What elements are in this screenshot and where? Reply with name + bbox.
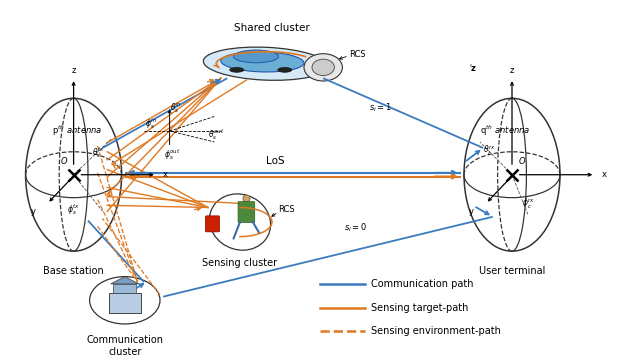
Text: Communication path: Communication path bbox=[371, 279, 474, 289]
Text: RCS: RCS bbox=[349, 50, 365, 59]
Polygon shape bbox=[111, 277, 139, 284]
Text: $\mathrm{q}^{th}$ antenna: $\mathrm{q}^{th}$ antenna bbox=[481, 124, 531, 138]
Text: z: z bbox=[72, 66, 76, 75]
FancyBboxPatch shape bbox=[205, 216, 220, 232]
Text: Shared cluster: Shared cluster bbox=[234, 23, 310, 33]
Text: Sensing target-path: Sensing target-path bbox=[371, 302, 468, 313]
Text: $\mathrm{p}^{th}$ antenna: $\mathrm{p}^{th}$ antenna bbox=[52, 124, 102, 138]
FancyBboxPatch shape bbox=[113, 284, 136, 293]
Text: $\phi_s^{in}$: $\phi_s^{in}$ bbox=[145, 116, 157, 131]
Ellipse shape bbox=[278, 68, 292, 72]
Text: $O$: $O$ bbox=[60, 155, 68, 166]
FancyBboxPatch shape bbox=[238, 202, 255, 222]
Text: $O$: $O$ bbox=[518, 155, 527, 166]
Text: $s_i = 0$: $s_i = 0$ bbox=[344, 221, 367, 234]
Text: x: x bbox=[163, 170, 168, 179]
Text: $\mathbf{'z}$: $\mathbf{'z}$ bbox=[469, 62, 478, 73]
Text: User terminal: User terminal bbox=[479, 266, 545, 276]
Text: Communication
cluster: Communication cluster bbox=[86, 335, 163, 357]
Text: RCS: RCS bbox=[278, 205, 295, 214]
Ellipse shape bbox=[312, 59, 334, 76]
Text: LoS: LoS bbox=[266, 156, 285, 166]
Text: x: x bbox=[602, 170, 607, 179]
Text: z: z bbox=[510, 66, 514, 75]
Text: Base station: Base station bbox=[44, 266, 104, 276]
Text: $\theta_s^{tx}$: $\theta_s^{tx}$ bbox=[92, 146, 104, 160]
Ellipse shape bbox=[204, 47, 328, 80]
Text: Sensing environment-path: Sensing environment-path bbox=[371, 326, 501, 336]
Text: $\theta_c^{rx}$: $\theta_c^{rx}$ bbox=[483, 144, 496, 158]
Ellipse shape bbox=[230, 68, 244, 72]
Text: y: y bbox=[31, 207, 36, 217]
Ellipse shape bbox=[234, 50, 278, 63]
Text: $\phi_s^{out}$: $\phi_s^{out}$ bbox=[164, 147, 181, 162]
Text: $\theta_s^{in}$: $\theta_s^{in}$ bbox=[170, 100, 182, 115]
Text: Sensing cluster: Sensing cluster bbox=[202, 258, 278, 268]
Text: $\phi_c^{rx}$: $\phi_c^{rx}$ bbox=[522, 197, 535, 211]
Text: $\theta_s^{out}$: $\theta_s^{out}$ bbox=[208, 127, 224, 142]
Ellipse shape bbox=[304, 54, 342, 81]
Ellipse shape bbox=[221, 52, 304, 72]
Text: $s_i = 1$: $s_i = 1$ bbox=[369, 101, 392, 114]
FancyBboxPatch shape bbox=[109, 293, 141, 313]
Text: $\phi_s^{tx}$: $\phi_s^{tx}$ bbox=[67, 202, 80, 217]
Text: y: y bbox=[469, 207, 474, 217]
